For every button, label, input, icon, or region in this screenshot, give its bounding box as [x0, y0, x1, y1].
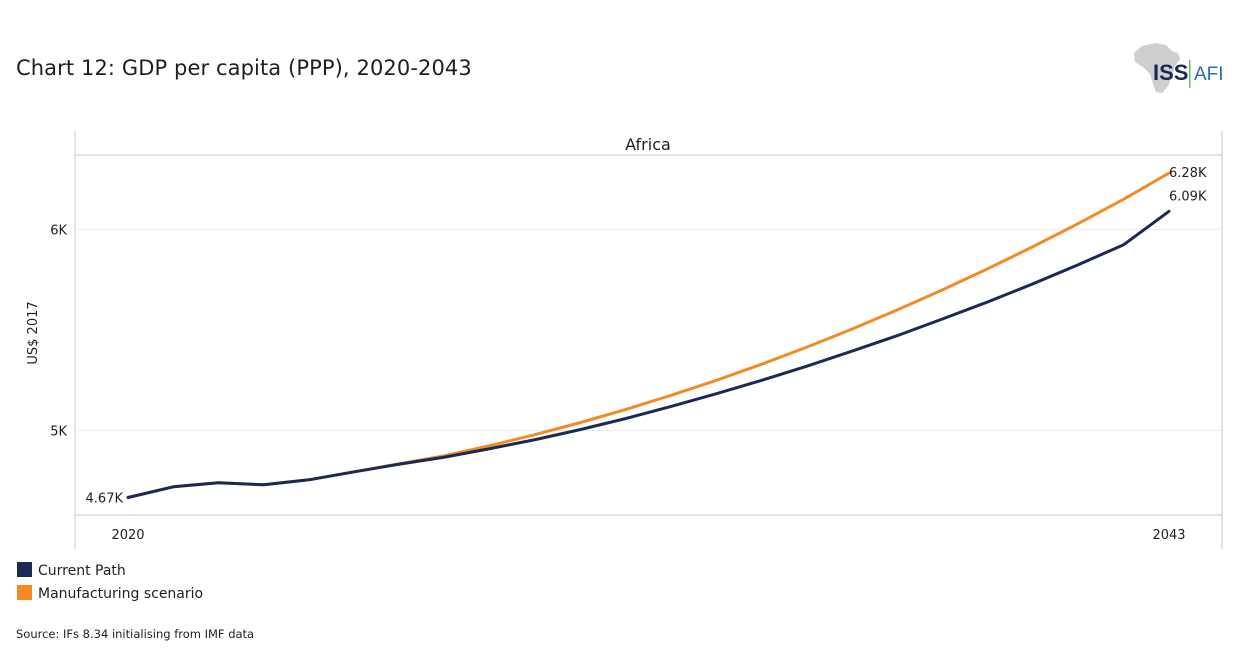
chart-title: Chart 12: GDP per capita (PPP), 2020-204…	[16, 56, 472, 80]
start-value-label: 4.67K	[86, 492, 124, 507]
y-tick-label: 6K	[50, 223, 67, 238]
y-axis-ticks: 5K 6K	[50, 223, 67, 439]
legend-label-manufacturing-scenario: Manufacturing scenario	[38, 586, 204, 602]
x-tick-label: 2043	[1152, 528, 1185, 543]
y-axis-label: US$ 2017	[26, 301, 41, 364]
x-tick-label: 2020	[111, 528, 144, 543]
logo-afi-text: AFI	[1194, 64, 1224, 85]
end-value-label-current-path: 6.09K	[1169, 189, 1207, 204]
series-line-current-path	[126, 209, 1171, 499]
legend-swatch-manufacturing-scenario	[17, 585, 32, 600]
y-tick-label: 5K	[50, 425, 67, 440]
chart-frame	[74, 131, 1223, 549]
africa-map-icon	[1134, 43, 1180, 93]
end-value-label-manufacturing: 6.28K	[1169, 166, 1207, 181]
panel-title: Africa	[625, 135, 671, 154]
grid	[75, 228, 1222, 432]
legend-swatch-current-path	[17, 562, 32, 577]
legend-item-manufacturing-scenario[interactable]: Manufacturing scenario	[17, 585, 203, 602]
chart: Africa US$ 2017 5K 6K 2020 2043 4.67K 6.28K…	[26, 131, 1223, 549]
data-labels: 4.67K 6.28K 6.09K	[86, 166, 1207, 506]
logo-divider	[1189, 60, 1191, 88]
series-line-manufacturing-scenario	[126, 171, 1171, 499]
x-axis-ticks: 2020 2043	[111, 528, 1185, 543]
series-lines	[126, 171, 1171, 499]
logo-iss-text: ISS	[1153, 60, 1188, 85]
source-note: Source: IFs 8.34 initialising from IMF d…	[16, 627, 255, 641]
legend-item-current-path[interactable]: Current Path	[17, 562, 126, 579]
iss-afi-logo: ISS AFI	[1134, 43, 1224, 93]
legend-label-current-path: Current Path	[38, 563, 126, 579]
